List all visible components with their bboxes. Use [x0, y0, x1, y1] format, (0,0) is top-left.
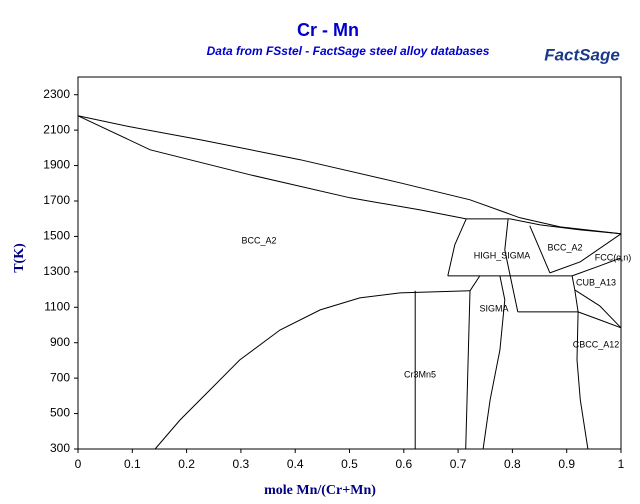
x-tick-label: 0.5 [341, 457, 358, 471]
phase-label: BCC_A2 [241, 235, 276, 245]
y-tick-label: 2100 [43, 122, 70, 136]
phase-label: SIGMA [479, 303, 508, 313]
x-tick-label: 0 [75, 457, 82, 471]
x-tick-label: 0.2 [178, 457, 195, 471]
x-tick-label: 0.4 [287, 457, 304, 471]
y-tick-label: 1300 [43, 264, 70, 278]
y-tick-label: 1500 [43, 229, 70, 243]
phase-boundary [482, 275, 506, 450]
x-tick-label: 0.1 [124, 457, 141, 471]
phase-boundary [77, 115, 622, 235]
y-tick-label: 2300 [43, 87, 70, 101]
phase-label: BCC_A2 [547, 242, 582, 252]
phase-boundary [504, 218, 519, 313]
logo: FactSage [544, 45, 620, 64]
phase-boundary [465, 290, 471, 450]
y-tick-label: 1900 [43, 158, 70, 172]
phase-label: Cr3Mn5 [404, 369, 436, 379]
x-tick-label: 0.7 [450, 457, 467, 471]
x-tick-label: 0.9 [558, 457, 575, 471]
x-axis-label: mole Mn/(Cr+Mn) [264, 483, 376, 498]
y-axis-label: T(K) [12, 243, 27, 273]
phase-label: CUB_A13 [576, 277, 616, 287]
phase-boundary [469, 275, 481, 292]
y-tick-label: 1100 [44, 299, 70, 313]
phase-boundary [529, 225, 551, 274]
phase-boundary [154, 290, 471, 450]
phase-label: CBCC_A12 [573, 339, 620, 349]
x-tick-label: 0.8 [504, 457, 521, 471]
phase-label: HIGH_SIGMA [474, 250, 531, 260]
phase-boundary [574, 289, 622, 329]
x-tick-label: 0.6 [395, 457, 412, 471]
chart-title: Cr - Mn [297, 20, 359, 40]
phase-boundary [77, 115, 622, 235]
y-tick-label: 300 [50, 441, 70, 455]
phase-boundary [447, 218, 467, 277]
y-tick-label: 900 [50, 335, 70, 349]
x-tick-label: 0.3 [233, 457, 250, 471]
x-tick-label: 1 [618, 457, 625, 471]
y-tick-label: 500 [50, 406, 70, 420]
y-tick-label: 1700 [43, 193, 70, 207]
phase-boundary [577, 311, 622, 329]
phase-label: FCC(c,n) [595, 252, 632, 262]
y-tick-label: 700 [50, 370, 70, 384]
phase-boundary [549, 233, 622, 274]
phase-boundary [576, 311, 589, 450]
phase-boundary [571, 257, 622, 277]
chart-subtitle: Data from FSstel - FactSage steel alloy … [207, 44, 490, 58]
